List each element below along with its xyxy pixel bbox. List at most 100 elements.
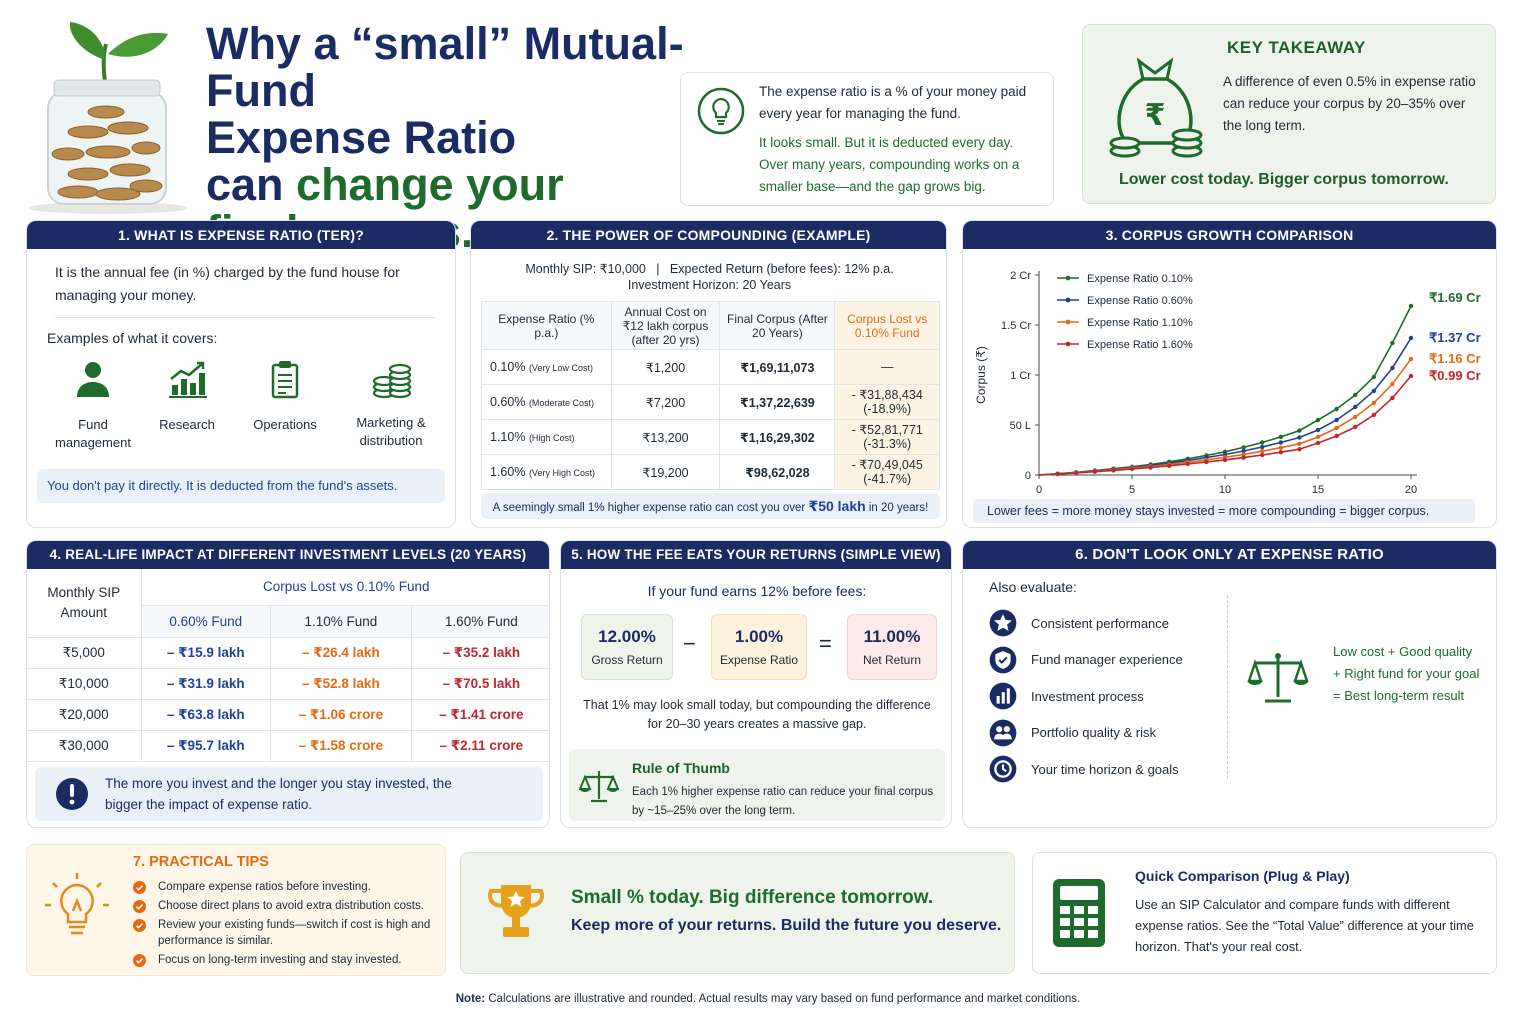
data-point: [1297, 435, 1302, 440]
tip-item: Choose direct plans to avoid extra distr…: [133, 898, 439, 914]
col-110-fund: 1.10% Fund: [270, 605, 412, 638]
legend-label: Expense Ratio 0.60%: [1087, 295, 1193, 307]
table-row: ₹30,000– ₹95.7 lakh – ₹1.58 crore – ₹2.11 …: [27, 730, 549, 762]
evaluate-item: Portfolio quality & risk: [989, 715, 1239, 752]
data-point: [1353, 414, 1358, 420]
section-dont-look-only: 6. DON'T LOOK ONLY AT EXPENSE RATIO Also…: [962, 540, 1497, 828]
quick-comparison-card: Quick Comparison (Plug & Play) Use an SI…: [1032, 852, 1497, 974]
y-axis-label: Corpus (₹): [974, 346, 988, 404]
data-point: [1390, 340, 1395, 346]
data-point: [1371, 412, 1376, 418]
data-point: [1297, 441, 1302, 446]
section-3-header: 3. CORPUS GROWTH COMPARISON: [963, 221, 1496, 249]
key-takeaway-text: A difference of even 0.5% in expense rat…: [1223, 74, 1476, 133]
examples-label: Examples of what it covers:: [47, 330, 218, 346]
vertical-divider: [1227, 595, 1228, 779]
compounding-table: Expense Ratio (% p.a.) Annual Cost on ₹1…: [481, 301, 940, 490]
y-tick-label: 1 Cr: [1010, 370, 1031, 382]
quality-equation: Low cost + Good quality + Right fund for…: [1333, 644, 1480, 703]
money-bag-icon: ₹: [1107, 53, 1205, 164]
data-point: [1334, 417, 1339, 423]
coins-stack-icon: [372, 363, 412, 399]
col-expense-ratio: Expense Ratio (% p.a.): [481, 301, 612, 350]
check-icon: [133, 900, 146, 913]
evaluate-item: Consistent performance: [989, 605, 1239, 642]
table-row: 0.10% (Very Low Cost) ₹1,200 ₹1,69,11,073—: [481, 349, 940, 385]
data-point: [1260, 440, 1265, 445]
data-point: [1371, 374, 1376, 380]
legend-marker: [1065, 341, 1071, 347]
hero-illustration: [18, 14, 198, 214]
minus-sign: −: [683, 631, 696, 656]
data-point: [1315, 427, 1321, 433]
key-takeaway-title: KEY TAKEAWAY: [1227, 38, 1366, 57]
legend-marker: [1065, 297, 1071, 303]
data-point: [1074, 470, 1079, 476]
check-icon: [133, 881, 146, 894]
chart-footnote: Lower fees = more money stays invested =…: [973, 499, 1475, 523]
data-point: [1334, 433, 1339, 439]
equals-sign: =: [819, 631, 832, 656]
lightbulb-icon: [697, 87, 745, 140]
data-point: [1241, 455, 1246, 460]
section-power-of-compounding: 2. THE POWER OF COMPOUNDING (EXAMPLE) Mo…: [470, 220, 947, 528]
table-row: ₹10,000– ₹31.9 lakh – ₹52.8 lakh – ₹70.5 l…: [27, 668, 549, 700]
x-tick-label: 15: [1312, 484, 1324, 496]
cover-item-fund-management: Fund management: [39, 359, 147, 452]
svg-text:₹: ₹: [1145, 98, 1166, 133]
data-point: [1129, 466, 1135, 472]
evaluate-item: Investment process: [989, 678, 1239, 715]
table-row: 1.10% (High Cost) ₹13,200 ₹1,16,29,302- ₹5…: [481, 419, 940, 455]
impact-table: Monthly SIP Amount Corpus Lost vs 0.10% …: [27, 569, 549, 762]
star-icon: [989, 609, 1017, 637]
legend-marker: [1065, 319, 1071, 325]
end-value-label: ₹0.99 Cr: [1429, 368, 1481, 383]
end-value-label: ₹1.37 Cr: [1429, 330, 1481, 345]
data-point: [1390, 381, 1395, 387]
legend-marker: [1065, 275, 1071, 281]
data-point: [1278, 450, 1283, 455]
x-tick-label: 5: [1129, 484, 1135, 496]
x-tick-label: 10: [1219, 484, 1231, 496]
motto-line-2: Keep more of your returns. Build the fut…: [571, 917, 1002, 934]
data-point: [1148, 465, 1153, 470]
cover-item-research: Research: [137, 359, 237, 434]
section-corpus-growth: 3. CORPUS GROWTH COMPARISON 0 50 L 1 Cr 1.5…: [962, 220, 1497, 528]
data-point: [1315, 434, 1321, 440]
table-row: ₹5,000– ₹15.9 lakh – ₹26.4 lakh – ₹35.2 la…: [27, 637, 549, 669]
assumptions-line-1: Monthly SIP: ₹10,000 | Expected Return (…: [525, 262, 894, 276]
section-2-header: 2. THE POWER OF COMPOUNDING (EXAMPLE): [471, 221, 946, 249]
gross-return-box: 12.00% Gross Return: [581, 614, 673, 680]
data-point: [1408, 356, 1414, 362]
data-point: [1185, 461, 1190, 467]
data-point: [1371, 400, 1376, 406]
data-point: [1408, 335, 1414, 341]
section-what-is-expense-ratio: 1. WHAT IS EXPENSE RATIO (TER)? It is th…: [26, 220, 456, 528]
data-point: [1241, 445, 1246, 450]
key-takeaway-tagline: Lower cost today. Bigger corpus tomorrow…: [1119, 171, 1449, 188]
col-corpus-lost: Corpus Lost vs 0.10% Fund: [834, 301, 940, 350]
data-point: [1334, 425, 1339, 431]
col-monthly-sip: Monthly SIP Amount: [27, 569, 142, 638]
intro-card: The expense ratio is a % of your money p…: [680, 72, 1054, 206]
balance-icon: [1247, 649, 1309, 710]
also-evaluate: Also evaluate:: [989, 579, 1077, 595]
fee-explain: That 1% may look small today, but compou…: [583, 698, 931, 731]
data-point: [1278, 440, 1283, 445]
table-row: 1.60% (Very High Cost) ₹19,200 ₹98,62,028-…: [481, 454, 940, 490]
title-line-3: can change your: [206, 159, 564, 210]
data-point: [1390, 365, 1395, 371]
x-tick-label: 20: [1405, 484, 1417, 496]
col-060-fund: 0.60% Fund: [141, 605, 272, 638]
section-4-header: 4. REAL-LIFE IMPACT AT DIFFERENT INVESTM…: [27, 541, 549, 569]
tips-title: 7. PRACTICAL TIPS: [133, 854, 269, 870]
intro-text-2: It looks small. But it is deducted every…: [759, 135, 1020, 194]
impact-note: The more you invest and the longer you s…: [35, 767, 543, 821]
net-return-box: 11.00% Net Return: [847, 614, 937, 680]
footer-note: Note: Calculations are illustrative and …: [455, 993, 1081, 1005]
intro-text-1: The expense ratio is a % of your money p…: [759, 84, 1027, 121]
deduction-note: You don't pay it directly. It is deducte…: [37, 469, 445, 503]
table-row: ₹20,000– ₹63.8 lakh – ₹1.06 crore – ₹1.41 …: [27, 699, 549, 731]
check-icon: [133, 919, 146, 932]
y-tick-label: 1.5 Cr: [1001, 320, 1031, 332]
